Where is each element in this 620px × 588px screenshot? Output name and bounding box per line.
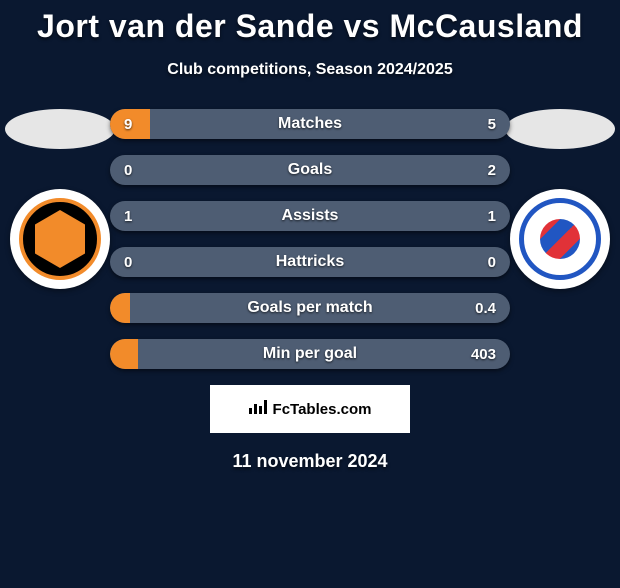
stat-bars: Matches95Goals02Assists11Hattricks00Goal… bbox=[110, 109, 510, 385]
attribution-badge: FcTables.com bbox=[210, 385, 410, 433]
stat-value-right: 1 bbox=[488, 201, 496, 231]
stat-value-right: 0 bbox=[488, 247, 496, 277]
page-title: Jort van der Sande vs McCausland bbox=[0, 8, 620, 45]
attribution-chart-icon bbox=[249, 400, 267, 418]
stat-row: Hattricks0 0 bbox=[110, 247, 510, 277]
stat-row: Min per goal403 bbox=[110, 339, 510, 369]
comparison-area: Matches95Goals02Assists11Hattricks00Goal… bbox=[0, 109, 620, 369]
stat-value-right: 403 bbox=[471, 339, 496, 369]
rangers-crest-icon bbox=[519, 198, 601, 280]
stat-label: Goals bbox=[110, 155, 510, 185]
stat-value-left: 0 bbox=[124, 155, 132, 185]
stat-value-left: 9 bbox=[124, 109, 132, 139]
stat-value-right: 5 bbox=[488, 109, 496, 139]
stat-value-right: 0.4 bbox=[475, 293, 496, 323]
stat-label: Goals per match bbox=[110, 293, 510, 323]
player-left-avatar-placeholder bbox=[5, 109, 115, 149]
stat-value-left: 0 bbox=[124, 247, 132, 277]
date-text: 11 november 2024 bbox=[0, 451, 620, 472]
player-right-avatar-placeholder bbox=[505, 109, 615, 149]
stat-row: Assists1 1 bbox=[110, 201, 510, 231]
club-crest-right bbox=[510, 189, 610, 289]
stat-row: Goals per match0.4 bbox=[110, 293, 510, 323]
stat-label: Hattricks bbox=[110, 247, 510, 277]
stat-row: Matches9 5 bbox=[110, 109, 510, 139]
stat-value-right: 2 bbox=[488, 155, 496, 185]
subtitle: Club competitions, Season 2024/2025 bbox=[0, 61, 620, 79]
stat-label: Assists bbox=[110, 201, 510, 231]
attribution-text: FcTables.com bbox=[273, 401, 372, 418]
club-crest-left bbox=[10, 189, 110, 289]
player-right-column bbox=[500, 109, 620, 289]
stat-value-left: 1 bbox=[124, 201, 132, 231]
player-left-column bbox=[0, 109, 120, 289]
stat-label: Matches bbox=[110, 109, 510, 139]
dundee-united-crest-icon bbox=[19, 198, 101, 280]
stat-row: Goals0 2 bbox=[110, 155, 510, 185]
stat-label: Min per goal bbox=[110, 339, 510, 369]
